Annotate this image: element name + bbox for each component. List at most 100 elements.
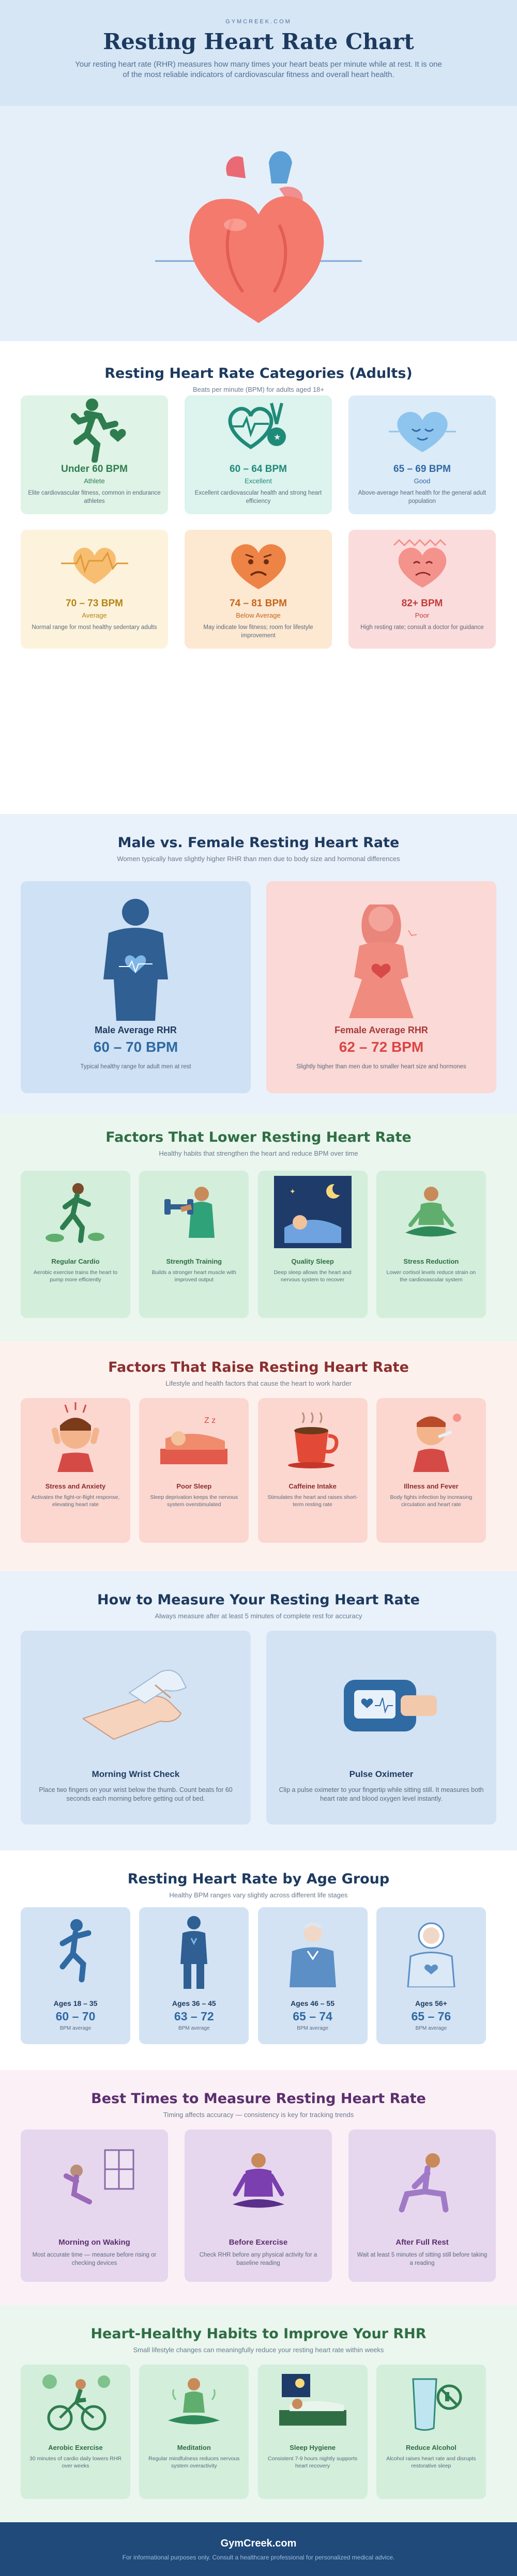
habits-card-desc: 30 minutes of cardio daily lowers RHR ov… bbox=[29, 2456, 121, 2470]
age-section: Resting Heart Rate by Age Group Healthy … bbox=[0, 1850, 517, 2070]
age-group: Ages 18 – 35 bbox=[53, 1999, 98, 2007]
waking-icon bbox=[21, 2129, 168, 2233]
female-range: 62 – 72 BPM bbox=[339, 1039, 424, 1055]
times-subtitle: Timing affects accuracy — consistency is… bbox=[163, 2111, 354, 2119]
times-card-title: Morning on Waking bbox=[58, 2238, 130, 2247]
lower-card-title: Stress Reduction bbox=[403, 1258, 459, 1265]
lower-card-title: Regular Cardio bbox=[51, 1258, 100, 1265]
category-label: Good bbox=[414, 477, 431, 485]
category-range: 65 – 69 BPM bbox=[393, 464, 451, 474]
category-range: 82+ BPM bbox=[401, 598, 443, 609]
age-card: Ages 56+ 65 – 76 BPM average bbox=[376, 1907, 486, 2044]
lower-card: Regular Cardio Aerobic exercise trains th… bbox=[21, 1171, 130, 1318]
male-label: Male Average RHR bbox=[95, 1025, 177, 1035]
calm-heart-icon bbox=[348, 395, 496, 463]
no-alcohol-icon bbox=[376, 2365, 486, 2440]
male-card: Male Average RHR 60 – 70 BPM Typical hea… bbox=[21, 881, 251, 1093]
oximeter-desc: Clip a pulse oximeter to your fingertip … bbox=[279, 1786, 484, 1802]
age-range: 63 – 72 bbox=[174, 2010, 214, 2023]
categories-title: Resting Heart Rate Categories (Adults) bbox=[104, 365, 413, 381]
age-range: 65 – 76 bbox=[411, 2010, 451, 2023]
raise-card-desc: Sleep deprivation keeps the nervous syst… bbox=[150, 1494, 238, 1508]
age-unit: BPM average bbox=[59, 2026, 92, 2031]
habits-card-title: Reduce Alcohol bbox=[406, 2444, 457, 2451]
habits-card: Meditation Regular mindfulness reduces ne… bbox=[139, 2365, 249, 2499]
category-label: Average bbox=[82, 611, 107, 619]
category-card: ★ 60 – 64 BPM Excellent Excellent cardiovas… bbox=[185, 395, 332, 514]
age-card: Ages 46 – 55 65 – 74 BPM average bbox=[257, 1907, 368, 2044]
age-group: Ages 36 – 45 bbox=[172, 1999, 216, 2007]
hero bbox=[0, 106, 517, 341]
category-card: 82+ BPM Poor High resting rate; consult a … bbox=[348, 530, 496, 649]
times-section: Best Times to Measure Resting Heart Rate… bbox=[0, 2070, 517, 2305]
habits-card-title: Meditation bbox=[177, 2444, 211, 2451]
raise-card: Caffeine Intake Stimulates the heart and … bbox=[257, 1398, 368, 1543]
habits-title: Heart-Healthy Habits to Improve Your RHR bbox=[90, 2326, 427, 2342]
rest-sitting-icon bbox=[348, 2129, 496, 2233]
adult-standing-icon bbox=[139, 1907, 249, 1995]
age-range: 65 – 74 bbox=[293, 2010, 332, 2023]
female-figure-icon bbox=[349, 904, 417, 1018]
footer-disclaimer: For informational purposes only. Consult… bbox=[122, 2554, 395, 2561]
fever-icon bbox=[376, 1398, 486, 1478]
raise-subtitle: Lifestyle and health factors that cause … bbox=[165, 1379, 352, 1387]
categories-subtitle: Beats per minute (BPM) for adults aged 1… bbox=[193, 386, 324, 393]
meditation-icon bbox=[139, 2365, 249, 2440]
wrist-check-icon bbox=[83, 1669, 187, 1740]
oximeter-card: Pulse Oximeter Clip a pulse oximeter to … bbox=[266, 1631, 496, 1824]
times-card-desc: Most accurate time — measure before risi… bbox=[32, 2252, 157, 2266]
age-unit: BPM average bbox=[178, 2026, 210, 2031]
times-card-title: After Full Rest bbox=[396, 2238, 449, 2247]
runner-icon bbox=[21, 395, 168, 463]
jogger-icon bbox=[21, 1171, 130, 1253]
category-desc: Excellent cardiovascular health and stro… bbox=[194, 490, 322, 504]
habits-subtitle: Small lifestyle changes can meaningfully… bbox=[133, 2346, 384, 2354]
footer-brand[interactable]: GymCreek.com bbox=[220, 2538, 297, 2549]
habits-card: Aerobic Exercise 30 minutes of cardio dai… bbox=[21, 2365, 130, 2499]
sleep-hygiene-icon bbox=[258, 2365, 368, 2440]
category-range: 60 – 64 BPM bbox=[230, 464, 287, 474]
female-desc: Slightly higher than men due to smaller … bbox=[296, 1064, 466, 1070]
header: GYMCREEK.COM Resting Heart Rate Chart Yo… bbox=[0, 0, 517, 106]
wrist-desc: Place two fingers on your wrist below th… bbox=[39, 1786, 233, 1802]
times-card-desc: Check RHR before any physical activity f… bbox=[199, 2252, 317, 2266]
senior-icon bbox=[376, 1907, 486, 1995]
brand-label: GYMCREEK.COM bbox=[225, 19, 292, 25]
raise-card: Stress and Anxiety Activates the fight-or… bbox=[21, 1398, 130, 1543]
tired-bed-icon: Z z bbox=[139, 1398, 249, 1478]
lower-card: ✦ Quality Sleep Deep sleep allows the hear… bbox=[257, 1171, 368, 1318]
category-card: 74 – 81 BPM Below Average May indicate low… bbox=[185, 530, 332, 649]
worried-heart-icon bbox=[185, 530, 332, 597]
habits-card-desc: Alcohol raises heart rate and disrupts r… bbox=[386, 2456, 476, 2470]
category-desc: High resting rate; consult a doctor for … bbox=[360, 624, 484, 631]
category-card: Under 60 BPM Athlete Elite cardiovascular … bbox=[21, 395, 168, 514]
svg-text:✦: ✦ bbox=[290, 1187, 296, 1195]
category-desc: Elite cardiovascular fitness, common in … bbox=[28, 490, 161, 504]
age-subtitle: Healthy BPM ranges vary slightly across … bbox=[169, 1891, 348, 1899]
habits-card-desc: Regular mindfulness reduces nervous syst… bbox=[148, 2456, 240, 2470]
raise-card-title: Illness and Fever bbox=[404, 1482, 459, 1490]
measure-subtitle: Always measure after at least 5 minutes … bbox=[155, 1612, 362, 1620]
lower-card-desc: Deep sleep allows the heart and nervous … bbox=[273, 1269, 352, 1283]
category-desc: Above-average heart health for the gener… bbox=[358, 490, 486, 504]
age-unit: BPM average bbox=[415, 2026, 447, 2031]
age-card: Ages 18 – 35 60 – 70 BPM average bbox=[21, 1907, 130, 2044]
male-figure-icon bbox=[103, 899, 168, 1021]
category-range: 74 – 81 BPM bbox=[230, 598, 287, 609]
raise-card-desc: Body fights infection by increasing circ… bbox=[390, 1494, 473, 1508]
gender-subtitle: Women typically have slightly higher RHR… bbox=[117, 855, 400, 863]
female-label: Female Average RHR bbox=[334, 1025, 428, 1035]
age-unit: BPM average bbox=[297, 2026, 328, 2031]
age-group: Ages 56+ bbox=[415, 1999, 447, 2007]
footer: GymCreek.com For informational purposes … bbox=[0, 2522, 517, 2576]
female-card: Female Average RHR 62 – 72 BPM Slightly … bbox=[266, 881, 496, 1093]
category-label: Athlete bbox=[84, 477, 105, 485]
raise-card-title: Poor Sleep bbox=[176, 1482, 212, 1490]
dumbbell-icon bbox=[139, 1171, 249, 1253]
page-title: Resting Heart Rate Chart bbox=[103, 29, 414, 54]
habits-card-desc: Consistent 7-9 hours nightly supports he… bbox=[267, 2456, 358, 2470]
meditate-icon bbox=[376, 1171, 486, 1253]
measure-section: How to Measure Your Resting Heart Rate A… bbox=[0, 1571, 517, 1850]
before-exercise-icon bbox=[185, 2129, 332, 2233]
category-range: Under 60 BPM bbox=[61, 464, 128, 474]
